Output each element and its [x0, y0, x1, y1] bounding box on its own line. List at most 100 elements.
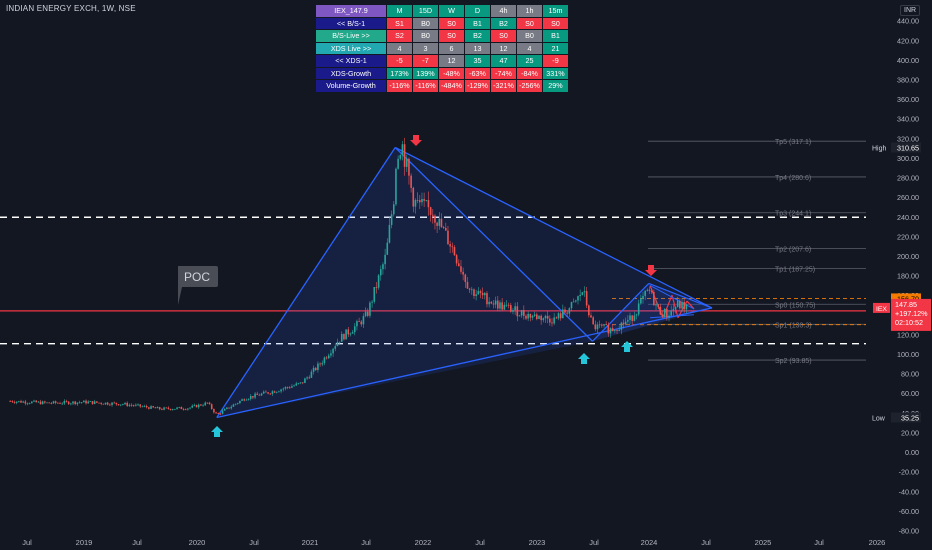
candle-body — [215, 412, 217, 414]
pattern-line — [591, 282, 650, 342]
candle-body — [676, 300, 679, 307]
candle-body — [232, 404, 235, 407]
pattern-line — [649, 314, 695, 319]
time-tick-label: 2024 — [641, 538, 658, 547]
candle-body — [471, 289, 473, 291]
currency-button[interactable]: INR — [900, 5, 921, 16]
table-cell: -48% — [438, 66, 465, 80]
candle-body — [148, 407, 150, 409]
candle-body — [633, 315, 636, 321]
candle-body — [280, 389, 282, 392]
candle-body — [488, 301, 490, 305]
candle-body — [490, 301, 493, 304]
candle-body — [659, 306, 662, 315]
pattern-line — [394, 146, 713, 309]
candle-body — [80, 402, 83, 404]
candle-body — [410, 175, 412, 188]
candle-body — [217, 413, 220, 414]
table-cell: -116% — [386, 79, 413, 93]
candle-body — [165, 407, 168, 409]
candle-body — [89, 401, 92, 402]
symbol-title: INDIAN ENERGY EXCH, 1W, NSE — [6, 4, 136, 13]
candle-body — [616, 330, 618, 331]
price-tick-label: 320.00 — [897, 134, 919, 143]
candle-body — [314, 367, 317, 370]
candle-body — [93, 401, 96, 404]
price-axis[interactable]: 440.00 420.00 400.00 380.00 360.00 340.00 320.… — [866, 0, 932, 550]
candle-body — [330, 353, 332, 356]
candle-body — [431, 214, 434, 216]
candle-body — [481, 292, 484, 296]
candle-body — [468, 288, 471, 290]
table-symbol-cell: IEX_147.9 — [315, 4, 387, 18]
candle-body — [345, 329, 347, 340]
candle-body — [72, 401, 74, 404]
candle-body — [221, 410, 224, 414]
price-label-value: 310.65 — [897, 144, 919, 153]
candle-body — [577, 296, 579, 301]
candle-body — [230, 406, 233, 409]
poc-label: POC — [184, 270, 210, 284]
price-label-box — [891, 293, 921, 304]
candle-body — [267, 392, 269, 394]
table-cell: B2 — [464, 29, 491, 43]
table-cell: S0 — [516, 16, 543, 30]
candle-body — [605, 324, 607, 325]
candle-body — [20, 400, 22, 403]
candle-body — [416, 200, 419, 201]
candle-body — [54, 401, 57, 403]
candle-body — [278, 391, 280, 393]
target-level-label: Sp2 (93.85) — [775, 358, 812, 365]
candle-body — [252, 396, 254, 398]
candle-body — [379, 269, 382, 276]
candle-body — [568, 308, 571, 314]
table-cell: -484% — [438, 79, 465, 93]
candle-body — [98, 402, 100, 404]
triangle-pattern — [216, 146, 713, 419]
table-cell: -63% — [464, 66, 491, 80]
candle-body — [109, 404, 111, 406]
candle-body — [512, 310, 514, 312]
price-tick-label: 100.00 — [897, 350, 919, 359]
candle-body — [570, 302, 573, 309]
table-cell: -5 — [386, 54, 413, 68]
candle-body — [683, 302, 685, 310]
table-cell: B1 — [542, 29, 569, 43]
candle-body — [546, 315, 549, 319]
candle-body — [152, 406, 155, 408]
buy-arrow-icon — [211, 426, 223, 437]
time-axis[interactable]: Jul 2019 Jul 2020 Jul 2021 Jul 2022 Jul 2023 Jul 20… — [22, 538, 885, 547]
candle-body — [340, 333, 343, 342]
target-levels: Tp5 (317.1) Tp4 (280.6) Tp3 (244.1) Tp2 (20… — [0, 139, 866, 365]
candle-body — [538, 315, 540, 320]
candle-body — [553, 317, 555, 324]
candle-body — [588, 305, 590, 316]
candle-body — [128, 404, 131, 406]
candle-body — [507, 304, 510, 306]
candle-body — [501, 302, 503, 310]
table-cell: B1 — [464, 16, 491, 30]
candle-body — [132, 405, 135, 407]
candle-body — [59, 402, 61, 404]
sell-arrow-icon — [410, 135, 422, 146]
candle-body — [382, 264, 384, 270]
table-row-label: B/S-Live >> — [315, 29, 387, 43]
candle-body — [575, 300, 577, 302]
candle-body — [642, 295, 644, 299]
candle-body — [516, 306, 519, 317]
candle-body — [607, 324, 610, 334]
candle-body — [33, 400, 35, 402]
candle-body — [247, 398, 250, 400]
pattern-fill-abc — [216, 147, 593, 418]
candle-body — [451, 246, 454, 248]
price-tick-label: 360.00 — [897, 95, 919, 104]
table-cell: 47 — [490, 54, 517, 68]
candle-body — [26, 403, 29, 405]
candle-body — [373, 286, 376, 302]
candle-body — [429, 207, 432, 215]
candle-body — [145, 406, 148, 408]
price-tick-label: 300.00 — [897, 154, 919, 163]
candle-body — [180, 407, 183, 410]
candle-body — [288, 387, 291, 389]
candle-body — [254, 393, 256, 398]
